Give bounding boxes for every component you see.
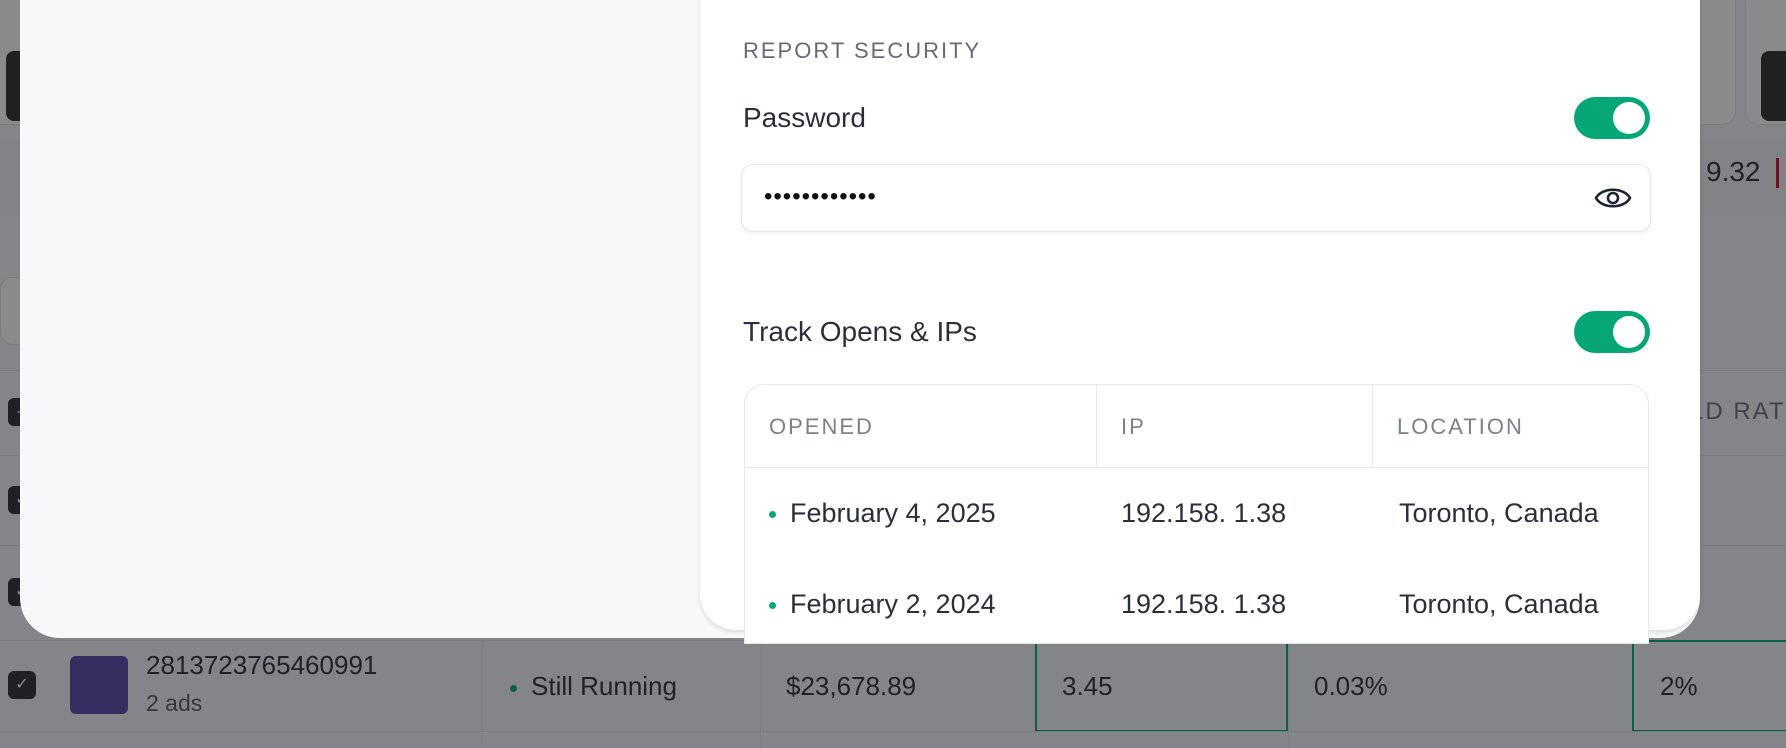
password-input[interactable]: •••••••••••• [741,164,1651,232]
location: Toronto, Canada [1399,498,1599,528]
header-opened: OPENED [745,385,1097,468]
ip-address: 192.158. 1.38 [1121,589,1287,619]
track-label: Track Opens & IPs [743,316,977,347]
track-toggle[interactable] [1574,311,1650,353]
password-value: •••••••••••• [764,183,877,210]
section-title: REPORT SECURITY [743,38,982,63]
password-label: Password [743,102,866,133]
header-location: LOCATION [1373,385,1648,468]
location: Toronto, Canada [1399,589,1599,619]
eye-icon[interactable] [1594,183,1632,213]
password-toggle[interactable] [1574,97,1650,139]
ip-address: 192.158. 1.38 [1121,498,1287,528]
opens-table: OPENED IP LOCATION February 4, 2025 192.… [744,384,1649,644]
opened-date: February 2, 2024 [769,589,996,620]
header-ip: IP [1097,385,1373,468]
opened-date: February 4, 2025 [769,498,996,529]
